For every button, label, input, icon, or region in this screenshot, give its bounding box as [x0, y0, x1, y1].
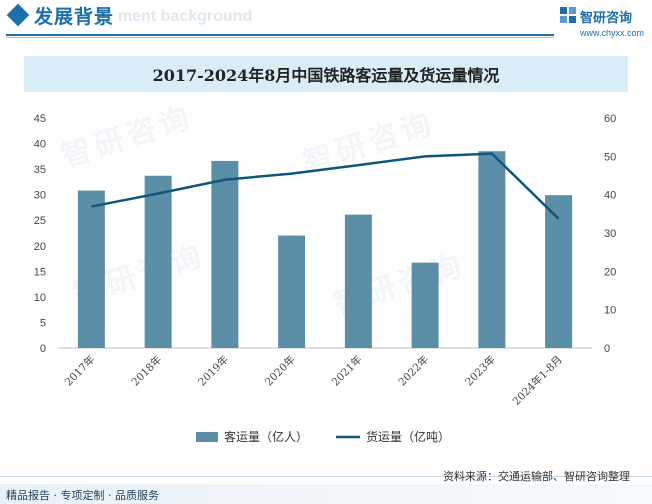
y-right-tick-label: 40	[604, 190, 616, 202]
y-left-tick-label: 20	[34, 241, 46, 253]
chart-title-bar: 2017-2024年8月中国铁路客运量及货运量情况	[24, 56, 628, 92]
section-title: 发展背景	[34, 6, 115, 28]
bar	[344, 214, 372, 348]
y-left-tick-label: 15	[34, 266, 46, 278]
y-left-tick-label: 40	[34, 139, 46, 151]
y-left-tick-label: 0	[40, 343, 46, 355]
bar	[545, 195, 573, 348]
x-tick-label: 2020年	[262, 353, 298, 389]
x-tick-label: 2021年	[329, 353, 365, 389]
chart-title: 2017-2024年8月中国铁路客运量及货运量情况	[152, 66, 500, 85]
y-right-tick-label: 50	[604, 151, 616, 163]
x-tick-label: 2023年	[462, 353, 498, 389]
line-series	[91, 152, 560, 220]
y-left-tick-label: 10	[34, 292, 46, 304]
y-right-tick-label: 20	[604, 266, 616, 278]
legend-label-bar: 客运量（亿人）	[224, 429, 308, 444]
page-header: 发展背景 ment background 智研咨询 www.chyxx.com	[0, 0, 652, 46]
legend: 客运量（亿人） 货运量（亿吨）	[196, 429, 450, 444]
bar	[278, 235, 306, 348]
bar-series	[77, 151, 573, 348]
y-axis-left: 0 5 10 15 20 25 30 35 40 45	[34, 113, 46, 355]
x-tick-label: 2024年1-8月	[510, 353, 565, 408]
bottom-bar: 精品报告 · 专项定制 · 品质服务	[0, 484, 652, 504]
x-axis: 2017年 2018年 2019年 2020年 2021年 2022年 2023年 2024年…	[62, 353, 565, 408]
brand-name: 智研咨询	[580, 11, 633, 26]
y-right-tick-label: 30	[604, 228, 616, 240]
brand-block: 智研咨询 www.chyxx.com	[560, 5, 650, 45]
tagline: 精品报告 · 专项定制 · 品质服务	[6, 489, 159, 502]
header-rule	[6, 34, 554, 36]
y-right-tick-label: 60	[604, 113, 616, 125]
bar	[211, 160, 239, 348]
section-subtitle-ghost: ment background	[118, 8, 253, 25]
series-line	[91, 152, 560, 220]
bar	[144, 175, 172, 348]
legend-label-line: 货运量（亿吨）	[366, 429, 450, 444]
diamond-icon	[6, 3, 30, 27]
y-left-tick-label: 45	[34, 113, 46, 125]
header-rule-thin	[6, 37, 554, 38]
x-tick-label: 2022年	[396, 353, 432, 389]
y-right-tick-label: 10	[604, 305, 616, 317]
x-tick-label: 2018年	[129, 353, 165, 389]
source-note: 资料来源：交通运输部、智研咨询整理	[443, 470, 630, 483]
brand-url: www.chyxx.com	[580, 28, 645, 38]
y-left-tick-label: 5	[40, 317, 46, 329]
y-right-tick-label: 0	[604, 343, 610, 355]
bar	[478, 151, 506, 348]
legend-swatch-bar	[196, 432, 218, 442]
brand-logo-icon	[560, 7, 576, 23]
y-left-tick-label: 25	[34, 215, 46, 227]
bar	[411, 262, 439, 348]
footer-rule	[0, 476, 652, 477]
x-tick-label: 2019年	[195, 353, 231, 389]
y-left-tick-label: 35	[34, 164, 46, 176]
y-axis-right: 0 10 20 30 40 50 60	[604, 113, 616, 355]
y-left-tick-label: 30	[34, 190, 46, 202]
bar	[77, 190, 105, 348]
x-tick-label: 2017年	[62, 353, 98, 389]
